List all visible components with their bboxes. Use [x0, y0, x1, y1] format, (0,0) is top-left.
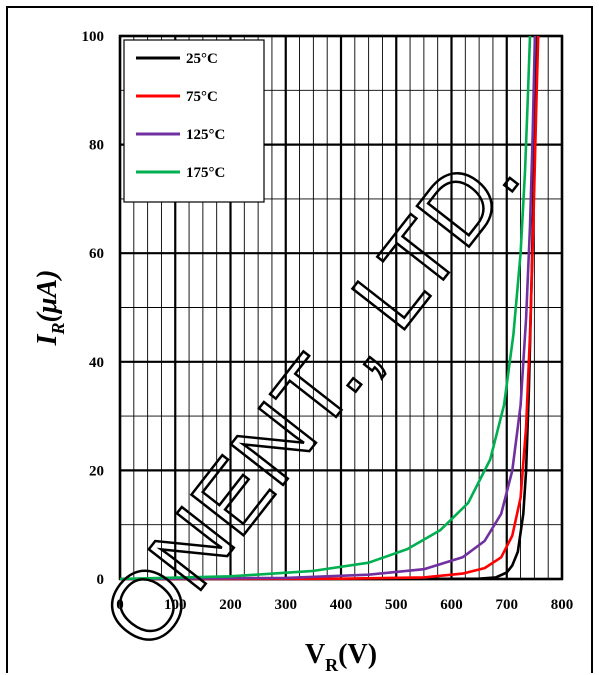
y-tick-label: 20 [89, 463, 104, 479]
legend-label: 25°C [186, 51, 218, 67]
legend-label: 125°C [186, 127, 225, 143]
legend-box [123, 39, 265, 203]
x-tick-label: 0 [116, 597, 124, 613]
y-tick-label: 80 [89, 138, 104, 154]
y-tick-label: 0 [97, 572, 105, 588]
y-tick-label: 40 [89, 355, 104, 371]
x-tick-label: 500 [385, 597, 408, 613]
legend-label: 75°C [186, 89, 218, 105]
x-tick-label: 700 [496, 597, 519, 613]
y-axis-title: IR(μA) [32, 270, 68, 347]
x-tick-label: 400 [330, 597, 353, 613]
series-line-125C [119, 35, 537, 581]
x-tick-label: 300 [275, 597, 298, 613]
x-tick-label: 200 [219, 597, 242, 613]
legend-label: 175°C [186, 165, 225, 181]
series-line-175C [119, 35, 532, 581]
tick-labels: 0 100 200 300 400 500 600 700 800 0 20 40 60 80 100 [82, 29, 574, 613]
series-lines [119, 35, 540, 581]
x-tick-label: 100 [164, 597, 187, 613]
x-tick-label: 600 [440, 597, 463, 613]
legend: 25°C 75°C 125°C 175°C [123, 39, 265, 203]
x-axis-title: VR(V) [305, 639, 377, 675]
y-tick-label: 100 [82, 29, 105, 45]
chart-frame [6, 6, 593, 673]
series-line-75C [119, 35, 540, 581]
y-tick-label: 60 [89, 246, 104, 262]
x-tick-label: 800 [551, 597, 574, 613]
